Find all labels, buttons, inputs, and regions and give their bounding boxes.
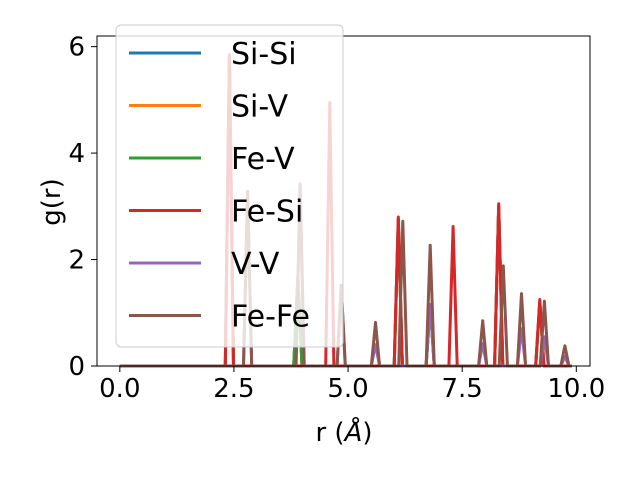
legend-label-fe-v: Fe-V — [231, 142, 295, 177]
legend-label-si-si: Si-Si — [231, 37, 297, 72]
legend: Si-Si Si-V Fe-V Fe-Si V-V Fe-Fe — [115, 24, 344, 348]
x-axis-label: r (Å) — [315, 416, 372, 448]
y-axis-label: g(r) — [37, 178, 67, 225]
x-axis: 0.0 2.5 5.0 7.5 10.0 — [99, 366, 605, 404]
legend-label-v-v: V-V — [231, 247, 280, 282]
y-axis: 0 2 4 6 — [68, 33, 97, 382]
x-tick-label: 0.0 — [99, 374, 140, 404]
y-tick-label: 2 — [68, 246, 85, 276]
x-tick-label: 2.5 — [213, 374, 254, 404]
x-tick-label: 5.0 — [327, 374, 368, 404]
legend-label-fe-si: Fe-Si — [231, 195, 303, 230]
y-tick-label: 0 — [68, 352, 85, 382]
legend-label-fe-fe: Fe-Fe — [231, 300, 310, 335]
legend-label-si-v: Si-V — [231, 90, 288, 125]
y-tick-label: 4 — [68, 139, 85, 169]
y-tick-label: 6 — [68, 33, 85, 63]
x-tick-label: 10.0 — [547, 374, 605, 404]
x-tick-label: 7.5 — [442, 374, 483, 404]
